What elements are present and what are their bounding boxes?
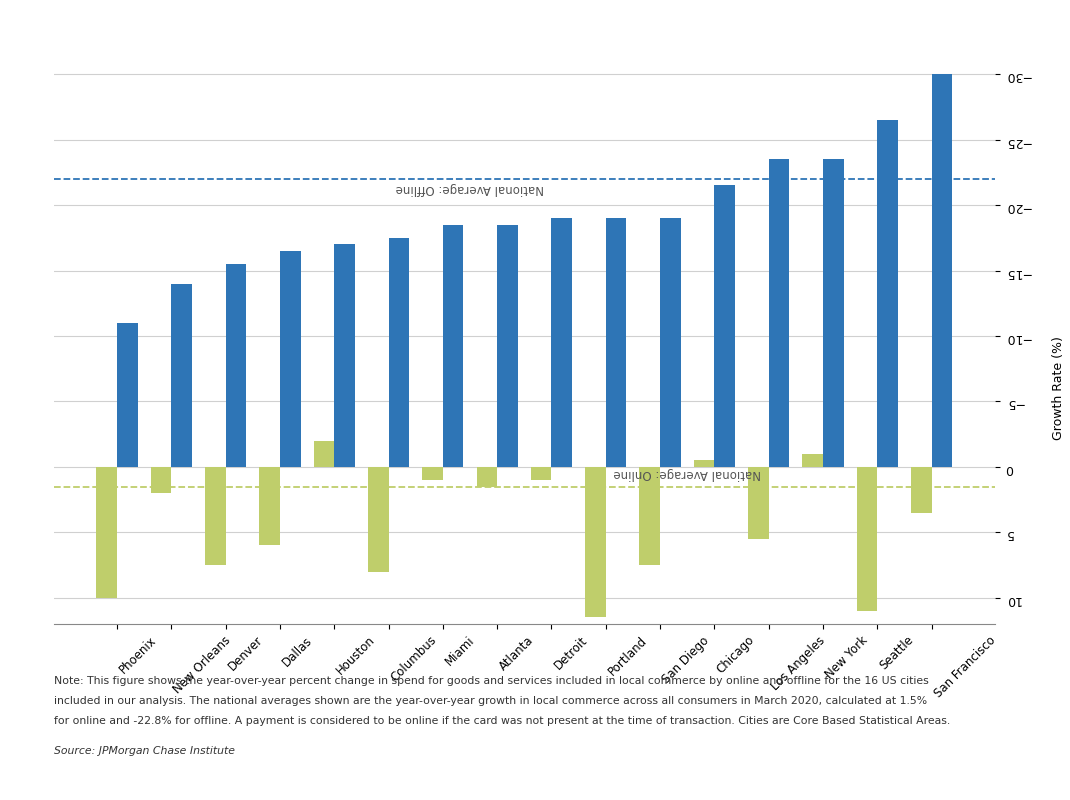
Bar (748, 467, 768, 539)
Bar (334, 244, 355, 467)
Bar (606, 218, 626, 467)
Text: for online and -22.8% for offline. A payment is considered to be online if the c: for online and -22.8% for offline. A pay… (54, 716, 950, 726)
Bar (877, 120, 898, 467)
Bar (802, 454, 823, 467)
Bar (551, 218, 572, 467)
Bar (823, 159, 843, 467)
Bar (476, 467, 498, 486)
Bar (171, 284, 192, 467)
Bar (423, 467, 443, 480)
Bar (693, 460, 715, 467)
Text: Note: This figure shows the year-over-year percent change in spend for goods and: Note: This figure shows the year-over-ye… (54, 676, 929, 686)
Bar (498, 225, 518, 467)
Text: National Average: Online: National Average: Online (613, 467, 761, 480)
Text: included in our analysis. The national averages shown are the year-over-year gro: included in our analysis. The national a… (54, 696, 927, 706)
Y-axis label: Growth Rate (%): Growth Rate (%) (1053, 336, 1066, 440)
Bar (314, 441, 334, 467)
Bar (443, 225, 463, 467)
Bar (259, 467, 280, 546)
Bar (911, 467, 932, 513)
Bar (388, 238, 409, 467)
Bar (531, 467, 551, 480)
Bar (585, 467, 606, 618)
Bar (857, 467, 877, 611)
Bar (280, 251, 301, 467)
Text: National Average: Offline: National Average: Offline (396, 182, 545, 194)
Bar (715, 186, 735, 467)
Bar (117, 323, 138, 467)
Bar (640, 467, 660, 565)
Bar (660, 218, 681, 467)
Bar (768, 159, 790, 467)
Bar (96, 467, 117, 598)
Text: Source: JPMorgan Chase Institute: Source: JPMorgan Chase Institute (54, 746, 234, 755)
Bar (368, 467, 388, 572)
Bar (205, 467, 226, 565)
Bar (932, 74, 952, 467)
Bar (151, 467, 171, 493)
Bar (226, 264, 246, 467)
